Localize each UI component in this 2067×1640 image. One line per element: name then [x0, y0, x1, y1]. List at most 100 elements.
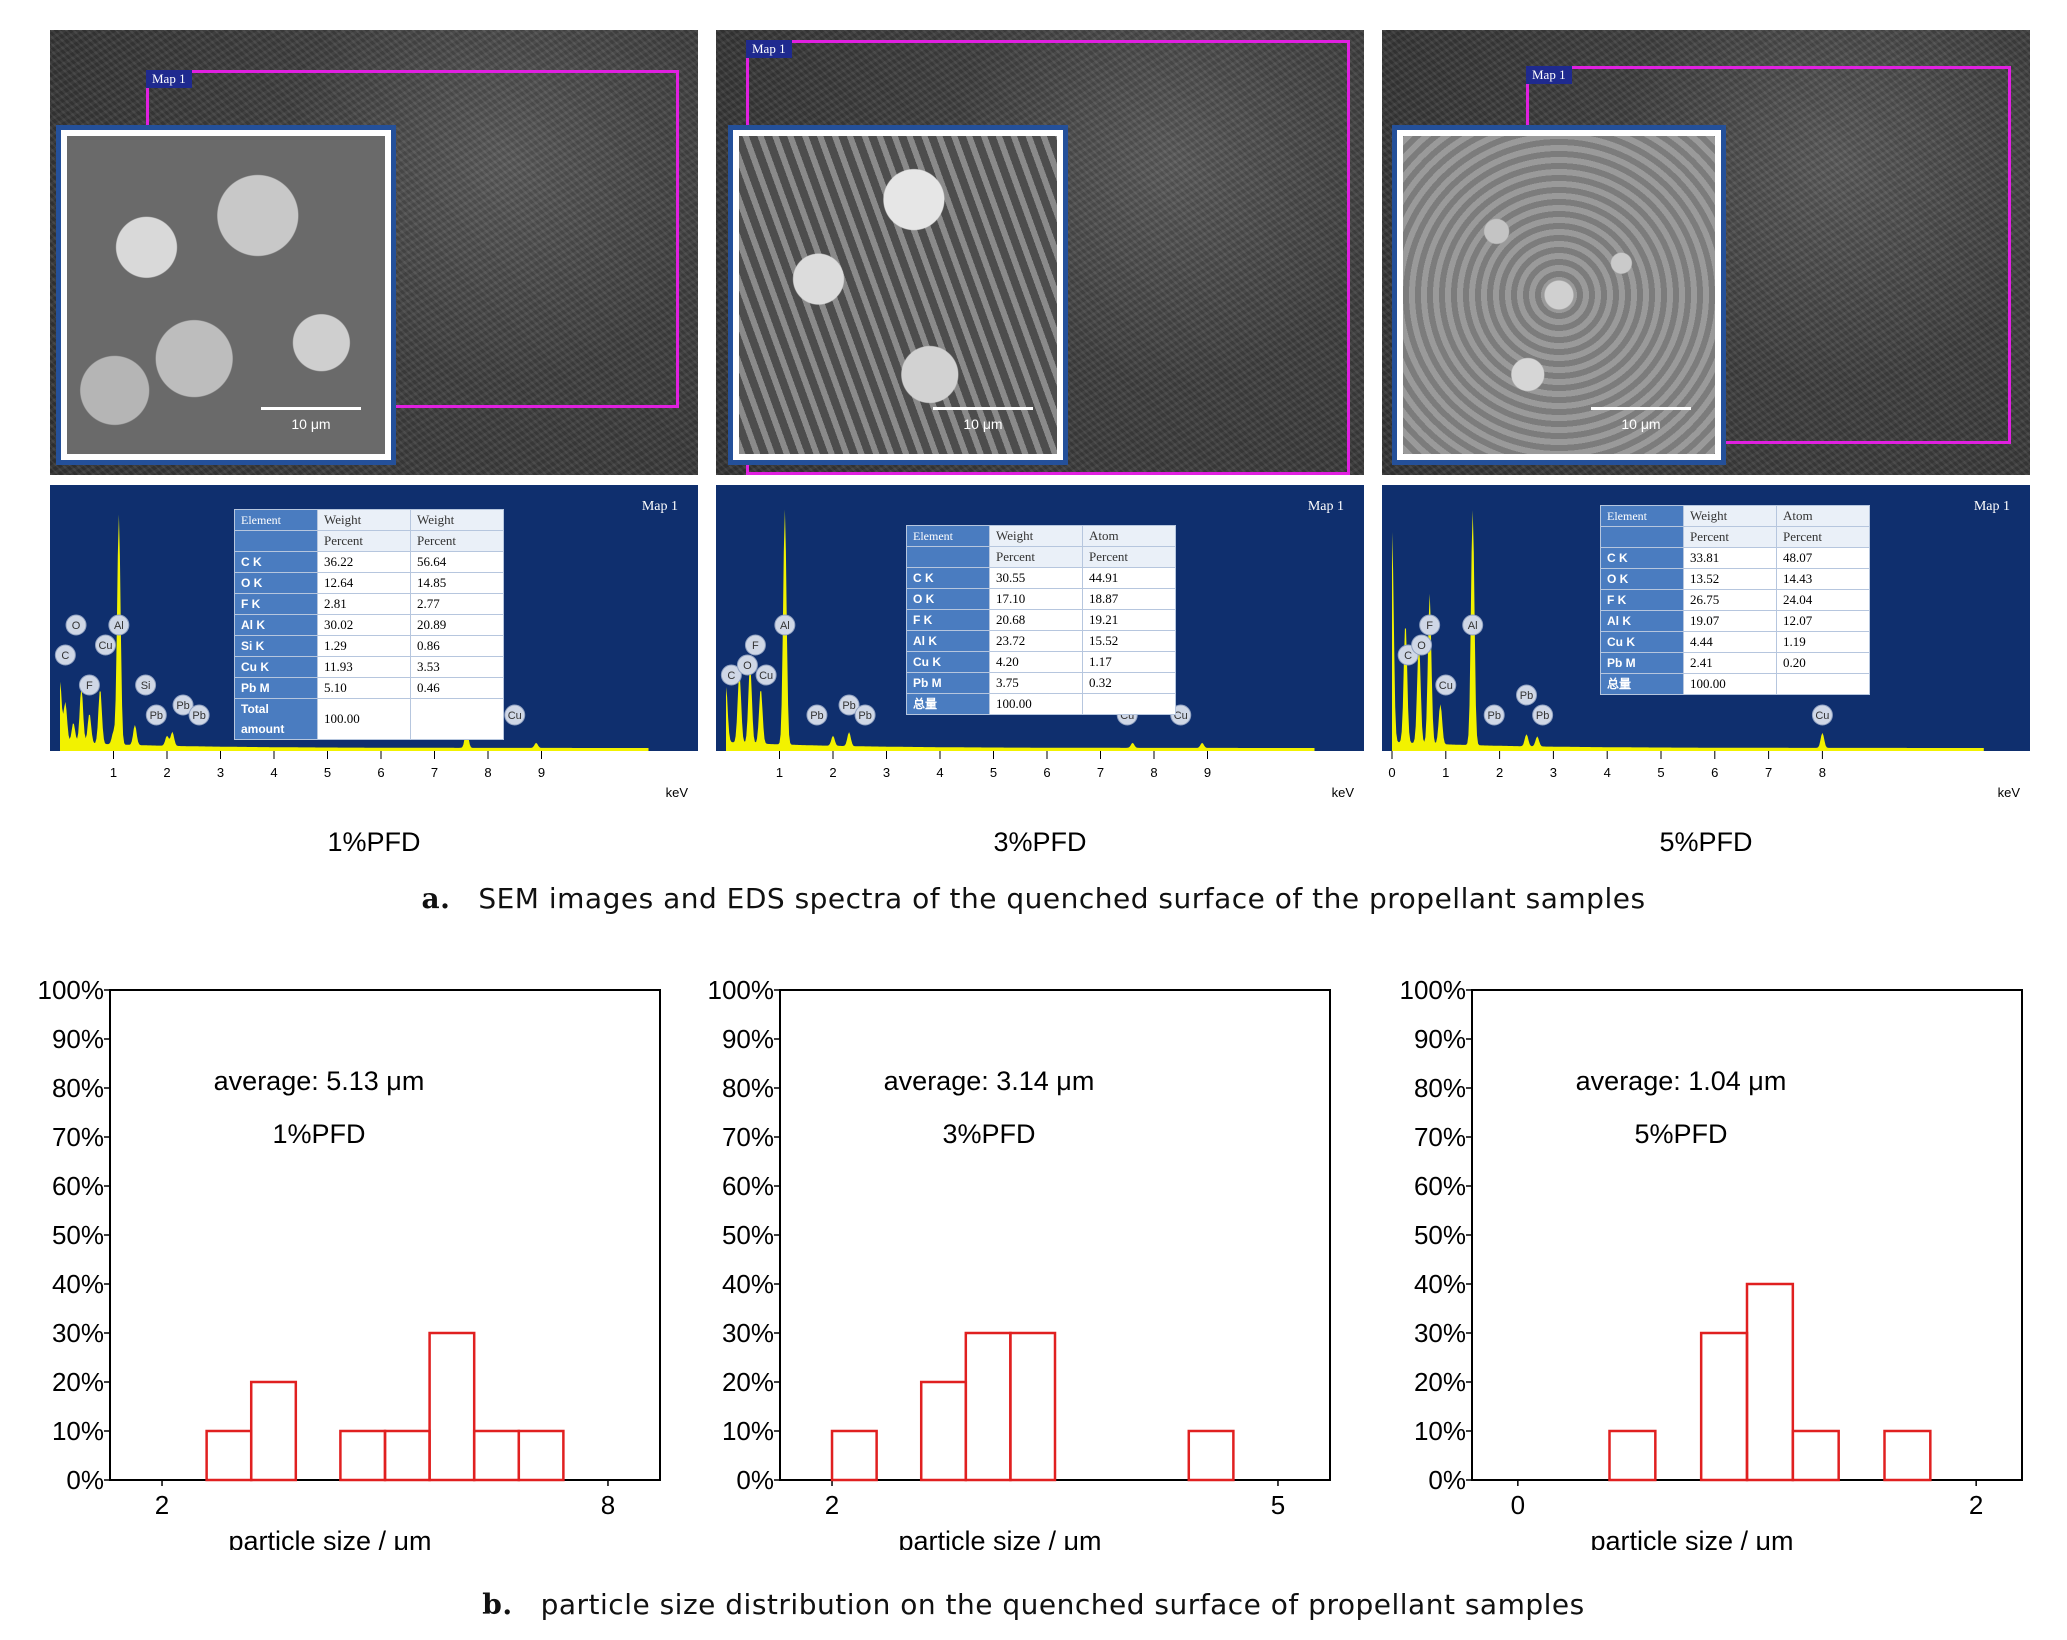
- peak-label: Pb: [176, 700, 189, 712]
- table-row: Cu K 11.93 3.53: [234, 656, 504, 678]
- caption-a-text: SEM images and EDS spectra of the quench…: [478, 882, 1646, 915]
- table-cell: Percent: [1776, 526, 1870, 548]
- caption-b-letter: b.: [482, 1588, 513, 1621]
- y-tick-label: 0%: [1428, 1465, 1466, 1495]
- table-cell: [234, 530, 318, 552]
- table-cell: 0.32: [1082, 672, 1176, 694]
- peak-label: Cu: [1439, 680, 1453, 692]
- table-cell: 0.86: [410, 635, 504, 657]
- table-row: O K 17.10 18.87: [906, 588, 1176, 610]
- table-cell: 100.00: [989, 693, 1083, 715]
- y-tick-label: 10%: [52, 1416, 104, 1446]
- table-cell: 17.10: [989, 588, 1083, 610]
- eds-table: Element Weight Atom Percent Percent C K 30.55 4…: [906, 525, 1176, 715]
- peak-label-bubble: [854, 704, 876, 726]
- sample-annotation: 3%PFD: [942, 1119, 1035, 1149]
- histogram-bar: [1009, 1331, 1057, 1482]
- eds-tick-label: 9: [538, 765, 545, 780]
- eds-tick-label: 7: [431, 765, 438, 780]
- table-cell: [1600, 526, 1684, 548]
- table-cell: Pb M: [1600, 652, 1684, 674]
- plot-frame: [109, 989, 661, 1481]
- y-tick-label: 0%: [66, 1465, 104, 1495]
- y-tick-label: 70%: [1414, 1122, 1466, 1152]
- peak-label: Pb: [1536, 710, 1549, 722]
- table-cell: 20.89: [410, 614, 504, 636]
- table-cell: 18.87: [1082, 588, 1176, 610]
- table-cell: C K: [1600, 547, 1684, 569]
- y-tick-label: 100%: [1400, 975, 1467, 1005]
- table-cell: 14.43: [1776, 568, 1870, 590]
- table-cell: O K: [906, 588, 990, 610]
- sem-image: Map 1 10 μm: [1382, 30, 2030, 475]
- peak-label: O: [1417, 640, 1426, 652]
- histogram-3: 0% 10% 20% 30% 40% 50% 60% 70% 80% 90% 100% 0 2 avera…: [1400, 975, 2023, 1550]
- table-header-row: Percent Percent: [1600, 526, 1870, 548]
- table-cell: 12.07: [1776, 610, 1870, 632]
- y-tick-label: 90%: [722, 1024, 774, 1054]
- eds-axis: [716, 751, 1364, 803]
- table-cell: [410, 698, 504, 740]
- peak-label: C: [727, 670, 735, 682]
- table-row: 总量 100.00: [906, 693, 1176, 715]
- y-tick-label: 0%: [736, 1465, 774, 1495]
- y-tick-label: 50%: [722, 1220, 774, 1250]
- table-cell: Cu K: [1600, 631, 1684, 653]
- map-label: Map 1: [146, 70, 192, 88]
- scale-label: 10 μm: [1621, 416, 1661, 432]
- average-annotation: average: 3.14 μm: [884, 1066, 1095, 1096]
- histogram-bar: [830, 1429, 878, 1482]
- eds-tick-label: 5: [1657, 765, 1664, 780]
- sample-panel-2: Map 1 10 μm C O F Cu Al Pb Pb Pb Cu Cu 1 2 3 4 5 6 7 8 9 ke…: [716, 30, 1364, 857]
- table-cell: Percent: [1683, 526, 1777, 548]
- histogram-bar: [1187, 1429, 1235, 1482]
- table-row: F K 20.68 19.21: [906, 609, 1176, 631]
- eds-axis: [50, 751, 698, 803]
- x-tick-label: 2: [825, 1490, 839, 1520]
- peak-label: Pb: [858, 710, 871, 722]
- table-cell: F K: [906, 609, 990, 631]
- y-tick-label: 100%: [708, 975, 775, 1005]
- scale-label: 10 μm: [963, 416, 1003, 432]
- average-annotation: average: 5.13 μm: [214, 1066, 425, 1096]
- eds-spectrum: C O F Cu Al Pb Pb Pb Cu Cu 1 2 3 4 5 6 7 8 9 keV Map 1 Elem…: [716, 485, 1364, 803]
- histogram-bar: [1883, 1429, 1932, 1482]
- histogram-bar: [1745, 1282, 1795, 1482]
- table-row: Si K 1.29 0.86: [234, 635, 504, 657]
- eds-map-tag: Map 1: [641, 499, 678, 514]
- histogram-bar: [249, 1380, 298, 1482]
- y-tick-label: 80%: [722, 1073, 774, 1103]
- table-cell: [906, 546, 990, 568]
- y-tick-label: 10%: [1414, 1416, 1466, 1446]
- spectrum-trace: [60, 514, 649, 751]
- peak-label: Cu: [1815, 710, 1829, 722]
- map-label: Map 1: [1526, 66, 1572, 84]
- eds-unit-label: keV: [1332, 785, 1355, 800]
- y-tick-label: 60%: [52, 1171, 104, 1201]
- y-tick-label: 70%: [722, 1122, 774, 1152]
- scale-bar: 10 μm: [933, 407, 1033, 432]
- x-axis-label: particle size / μm: [1590, 1526, 1793, 1550]
- table-cell: F K: [1600, 589, 1684, 611]
- x-tick-label: 8: [601, 1490, 615, 1520]
- table-cell: Element: [906, 525, 990, 547]
- eds-tick-label: 8: [484, 765, 491, 780]
- y-tick-label: 30%: [722, 1318, 774, 1348]
- table-cell: Total amount: [234, 698, 318, 740]
- table-cell: 30.02: [317, 614, 411, 636]
- peak-label-bubble: [736, 654, 758, 676]
- table-cell: Cu K: [234, 656, 318, 678]
- peak-label: Pb: [810, 710, 823, 722]
- eds-tick-label: 2: [1496, 765, 1503, 780]
- table-cell: 36.22: [317, 551, 411, 573]
- peak-label: Cu: [98, 640, 112, 652]
- table-header-row: Percent Percent: [234, 530, 504, 552]
- sem-inset-image: 10 μm: [67, 136, 385, 454]
- table-cell: Atom: [1776, 505, 1870, 527]
- peak-label-bubble: [504, 704, 526, 726]
- table-row: O K 13.52 14.43: [1600, 568, 1870, 590]
- peak-label-bubble: [1532, 704, 1554, 726]
- table-cell: 44.91: [1082, 567, 1176, 589]
- table-cell: Weight: [317, 509, 411, 531]
